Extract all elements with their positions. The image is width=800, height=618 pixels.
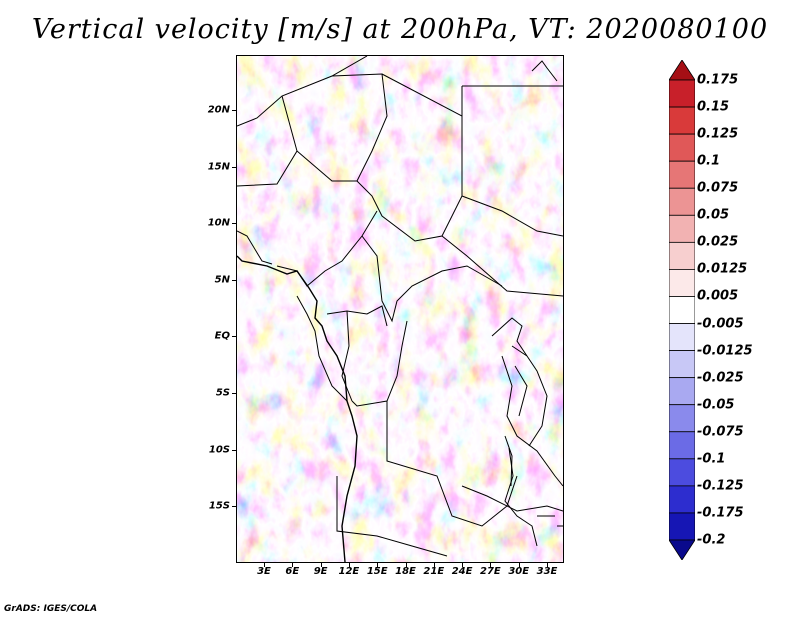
lat-tick <box>232 223 236 225</box>
colorbar-segment <box>669 377 695 406</box>
lat-label: 10S <box>208 444 230 456</box>
lon-label: 27E <box>480 566 501 577</box>
lon-label: 6E <box>285 566 300 577</box>
lat-tick <box>232 506 236 508</box>
lon-label: 33E <box>536 566 558 577</box>
lat-tick <box>232 279 236 281</box>
colorbar-segment <box>669 458 695 487</box>
lon-label: 24E <box>451 566 473 577</box>
grads-credit: GrADS: IGES/COLA <box>4 604 98 614</box>
colorbar-segment <box>669 79 695 108</box>
lon-tick <box>348 563 350 567</box>
lon-tick <box>264 563 265 567</box>
lat-label: 20N <box>207 104 230 116</box>
colorbar-label: 0.15 <box>697 99 730 115</box>
colorbar-label: -0.05 <box>697 397 735 413</box>
lat-tick <box>232 336 236 338</box>
colorbar-label: -0.2 <box>697 532 726 548</box>
lat-tick <box>232 449 236 451</box>
colorbar-label: 0.175 <box>697 72 739 88</box>
colorbar-label: 0.005 <box>697 288 739 304</box>
colorbar-segment <box>669 296 695 324</box>
colorbar-label: -0.025 <box>697 370 744 386</box>
velocity-shading <box>237 56 563 562</box>
lon-label: 9E <box>313 566 328 577</box>
lat-tick <box>232 393 236 394</box>
colorbar-label: 0.125 <box>697 126 739 142</box>
coastline <box>237 255 358 562</box>
map-title: Vertical velocity [m/s] at 200hPa, VT: 2… <box>31 14 769 45</box>
colorbar-segment <box>669 133 695 162</box>
lat-label: 10N <box>207 217 230 229</box>
colorbar-bottom-triangle <box>669 539 695 560</box>
lon-label: 12E <box>338 566 360 577</box>
velocity-field <box>237 56 563 562</box>
colorbar-label: -0.005 <box>697 316 744 332</box>
lat-label: 15N <box>207 161 230 173</box>
colorbar-label: 0.0125 <box>697 261 748 277</box>
colorbar-label: 0.05 <box>697 207 730 223</box>
colorbar-label: -0.075 <box>697 424 744 440</box>
lon-tick <box>518 563 520 567</box>
lon-tick <box>320 563 322 567</box>
lon-tick <box>292 563 294 567</box>
lat-label: EQ <box>214 330 230 342</box>
colorbar-label: -0.175 <box>697 505 744 521</box>
colorbar-segment <box>669 269 695 297</box>
lat-tick <box>232 166 236 168</box>
lat-label: 15S <box>208 500 230 512</box>
colorbar-label: -0.0125 <box>697 343 753 359</box>
lon-tick <box>490 563 492 567</box>
colorbar-segment <box>669 485 695 514</box>
lon-label: 30E <box>508 566 530 577</box>
colorbar-segment <box>669 512 695 541</box>
colorbar-label: 0.075 <box>697 180 739 196</box>
lon-label: 3E <box>257 566 271 577</box>
lon-label: 15E <box>366 566 388 577</box>
lon-label: 18E <box>395 566 416 577</box>
lat-label: 5S <box>215 387 230 399</box>
colorbar-label: -0.1 <box>697 451 726 467</box>
colorbar-segment <box>669 241 695 270</box>
colorbar-label: 0.025 <box>697 234 739 250</box>
lon-tick <box>433 563 435 567</box>
colorbar-segment <box>669 404 695 433</box>
colorbar-label: 0.1 <box>697 153 721 169</box>
colorbar-segment <box>669 431 695 460</box>
colorbar-top-triangle <box>669 60 695 81</box>
map-panel <box>236 55 564 563</box>
lon-tick <box>377 563 379 567</box>
lon-tick <box>405 563 407 567</box>
colorbar <box>669 60 695 560</box>
lon-tick <box>547 563 548 567</box>
country-borders <box>237 56 563 557</box>
colorbar-segment <box>669 160 695 189</box>
colorbar-segment <box>669 187 695 216</box>
lon-tick <box>462 563 464 567</box>
colorbar-segment <box>669 323 695 351</box>
lon-label: 21E <box>423 566 445 577</box>
lat-tick <box>232 110 236 111</box>
colorbar-segment <box>669 350 695 379</box>
colorbar-segment <box>669 214 695 243</box>
colorbar-label: -0.125 <box>697 478 744 494</box>
lat-label: 5N <box>214 274 230 286</box>
colorbar-segment <box>669 106 695 135</box>
